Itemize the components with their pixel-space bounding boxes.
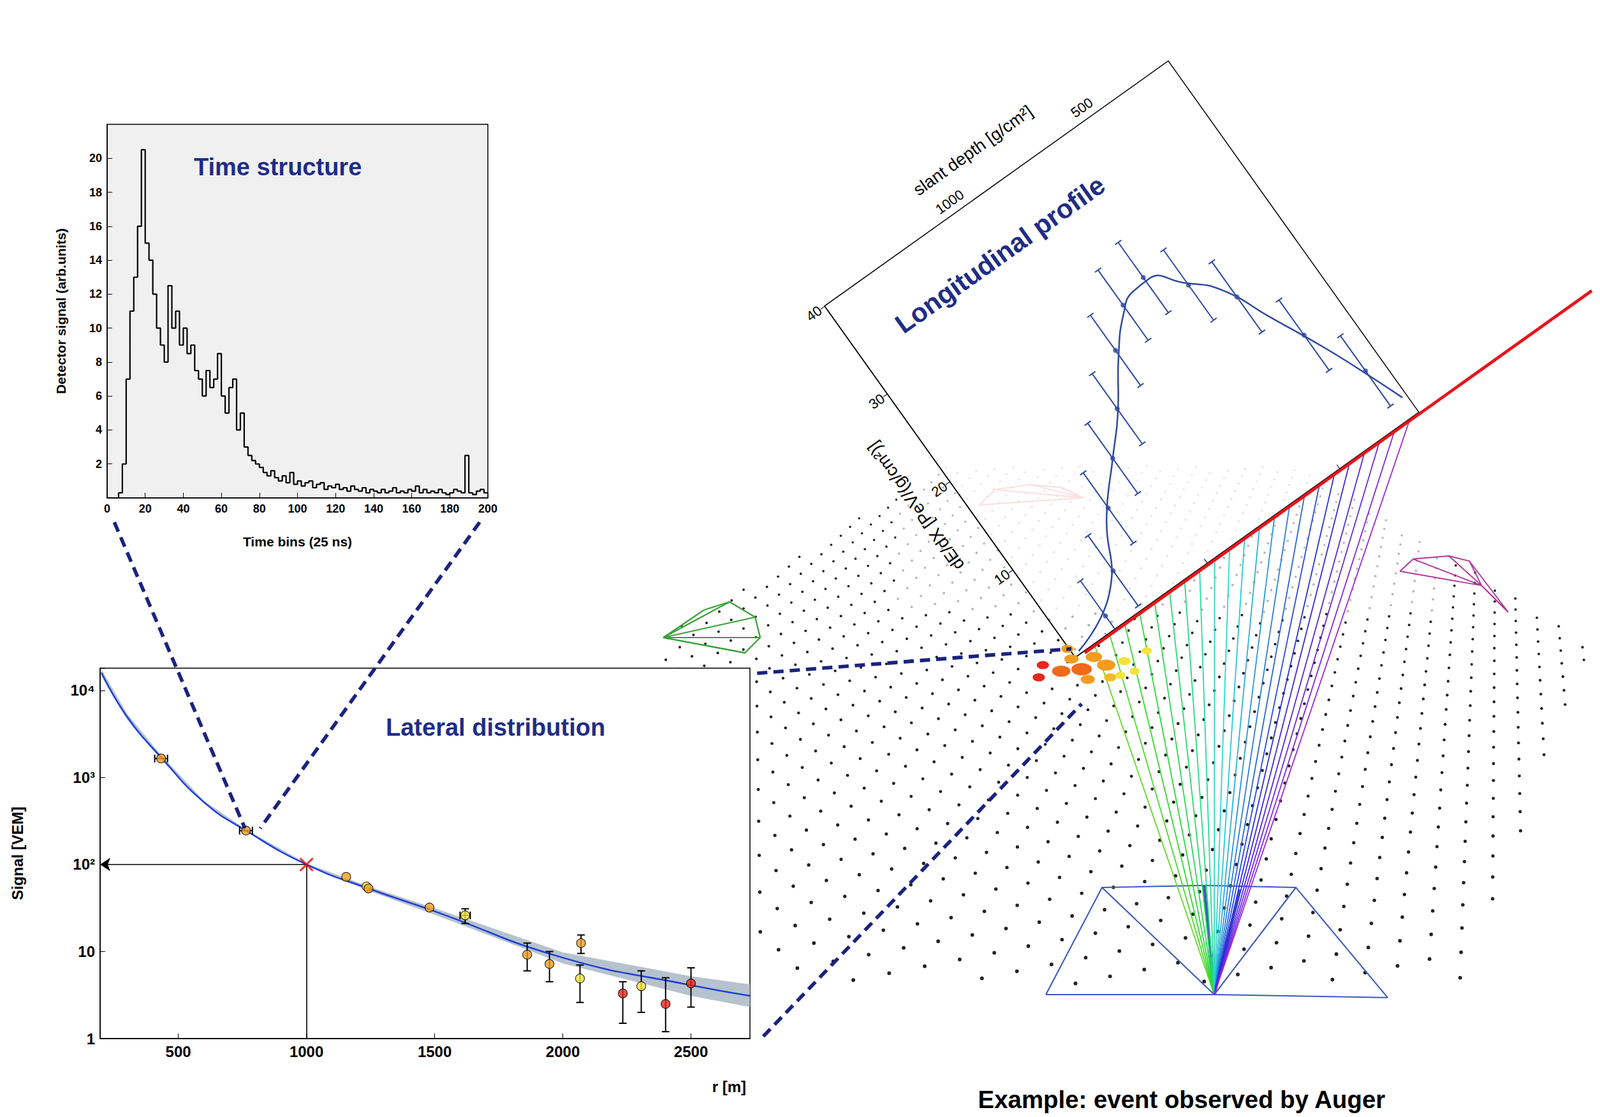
svg-text:10: 10	[77, 943, 96, 961]
svg-text:1000: 1000	[932, 186, 967, 218]
svg-text:0: 0	[103, 502, 111, 516]
svg-text:80: 80	[253, 502, 266, 516]
svg-text:1500: 1500	[417, 1043, 452, 1061]
svg-text:2500: 2500	[674, 1043, 708, 1061]
svg-text:10: 10	[990, 566, 1013, 589]
svg-text:500: 500	[165, 1043, 192, 1061]
svg-text:500: 500	[1067, 94, 1096, 122]
svg-text:40: 40	[802, 302, 825, 325]
svg-text:16: 16	[89, 220, 103, 233]
svg-text:8: 8	[95, 355, 103, 369]
svg-text:6: 6	[95, 389, 103, 403]
svg-text:Lateral distribution: Lateral distribution	[385, 714, 606, 742]
svg-text:10⁴: 10⁴	[70, 681, 96, 699]
svg-text:10³: 10³	[72, 769, 96, 787]
svg-text:18: 18	[89, 186, 103, 199]
svg-text:20: 20	[139, 502, 152, 516]
svg-text:180: 180	[440, 502, 460, 516]
svg-text:1: 1	[86, 1030, 96, 1048]
svg-text:10²: 10²	[72, 855, 96, 874]
svg-text:Example: event observed by Aug: Example: event observed by Auger	[978, 1086, 1386, 1114]
svg-text:100: 100	[287, 502, 307, 516]
svg-text:14: 14	[89, 253, 103, 267]
svg-text:2000: 2000	[545, 1043, 580, 1061]
svg-text:120: 120	[325, 502, 345, 516]
svg-text:30: 30	[866, 390, 888, 413]
svg-text:20: 20	[89, 151, 103, 165]
svg-text:4: 4	[95, 423, 103, 437]
svg-text:dE/dX [PeV/(g/cm²)]: dE/dX [PeV/(g/cm²)]	[863, 438, 969, 574]
svg-text:140: 140	[364, 502, 384, 516]
svg-text:10: 10	[89, 322, 103, 335]
svg-text:12: 12	[89, 287, 103, 301]
svg-text:r [m]: r [m]	[712, 1078, 747, 1096]
svg-text:40: 40	[176, 502, 190, 516]
svg-text:2: 2	[95, 457, 103, 471]
svg-text:Time bins (25 ns): Time bins (25 ns)	[242, 534, 353, 550]
svg-text:160: 160	[402, 502, 422, 516]
svg-text:Detector signal (arb.units): Detector signal (arb.units)	[53, 228, 69, 395]
svg-text:Longitudinal profile: Longitudinal profile	[889, 169, 1111, 340]
svg-text:60: 60	[214, 502, 228, 516]
svg-text:200: 200	[478, 502, 498, 516]
svg-text:Time structure: Time structure	[193, 153, 362, 181]
svg-text:Signal [VEM]: Signal [VEM]	[8, 806, 27, 901]
svg-text:1000: 1000	[289, 1043, 324, 1061]
svg-text:20: 20	[928, 478, 951, 501]
svg-text:slant depth [g/cm²]: slant depth [g/cm²]	[909, 101, 1036, 199]
